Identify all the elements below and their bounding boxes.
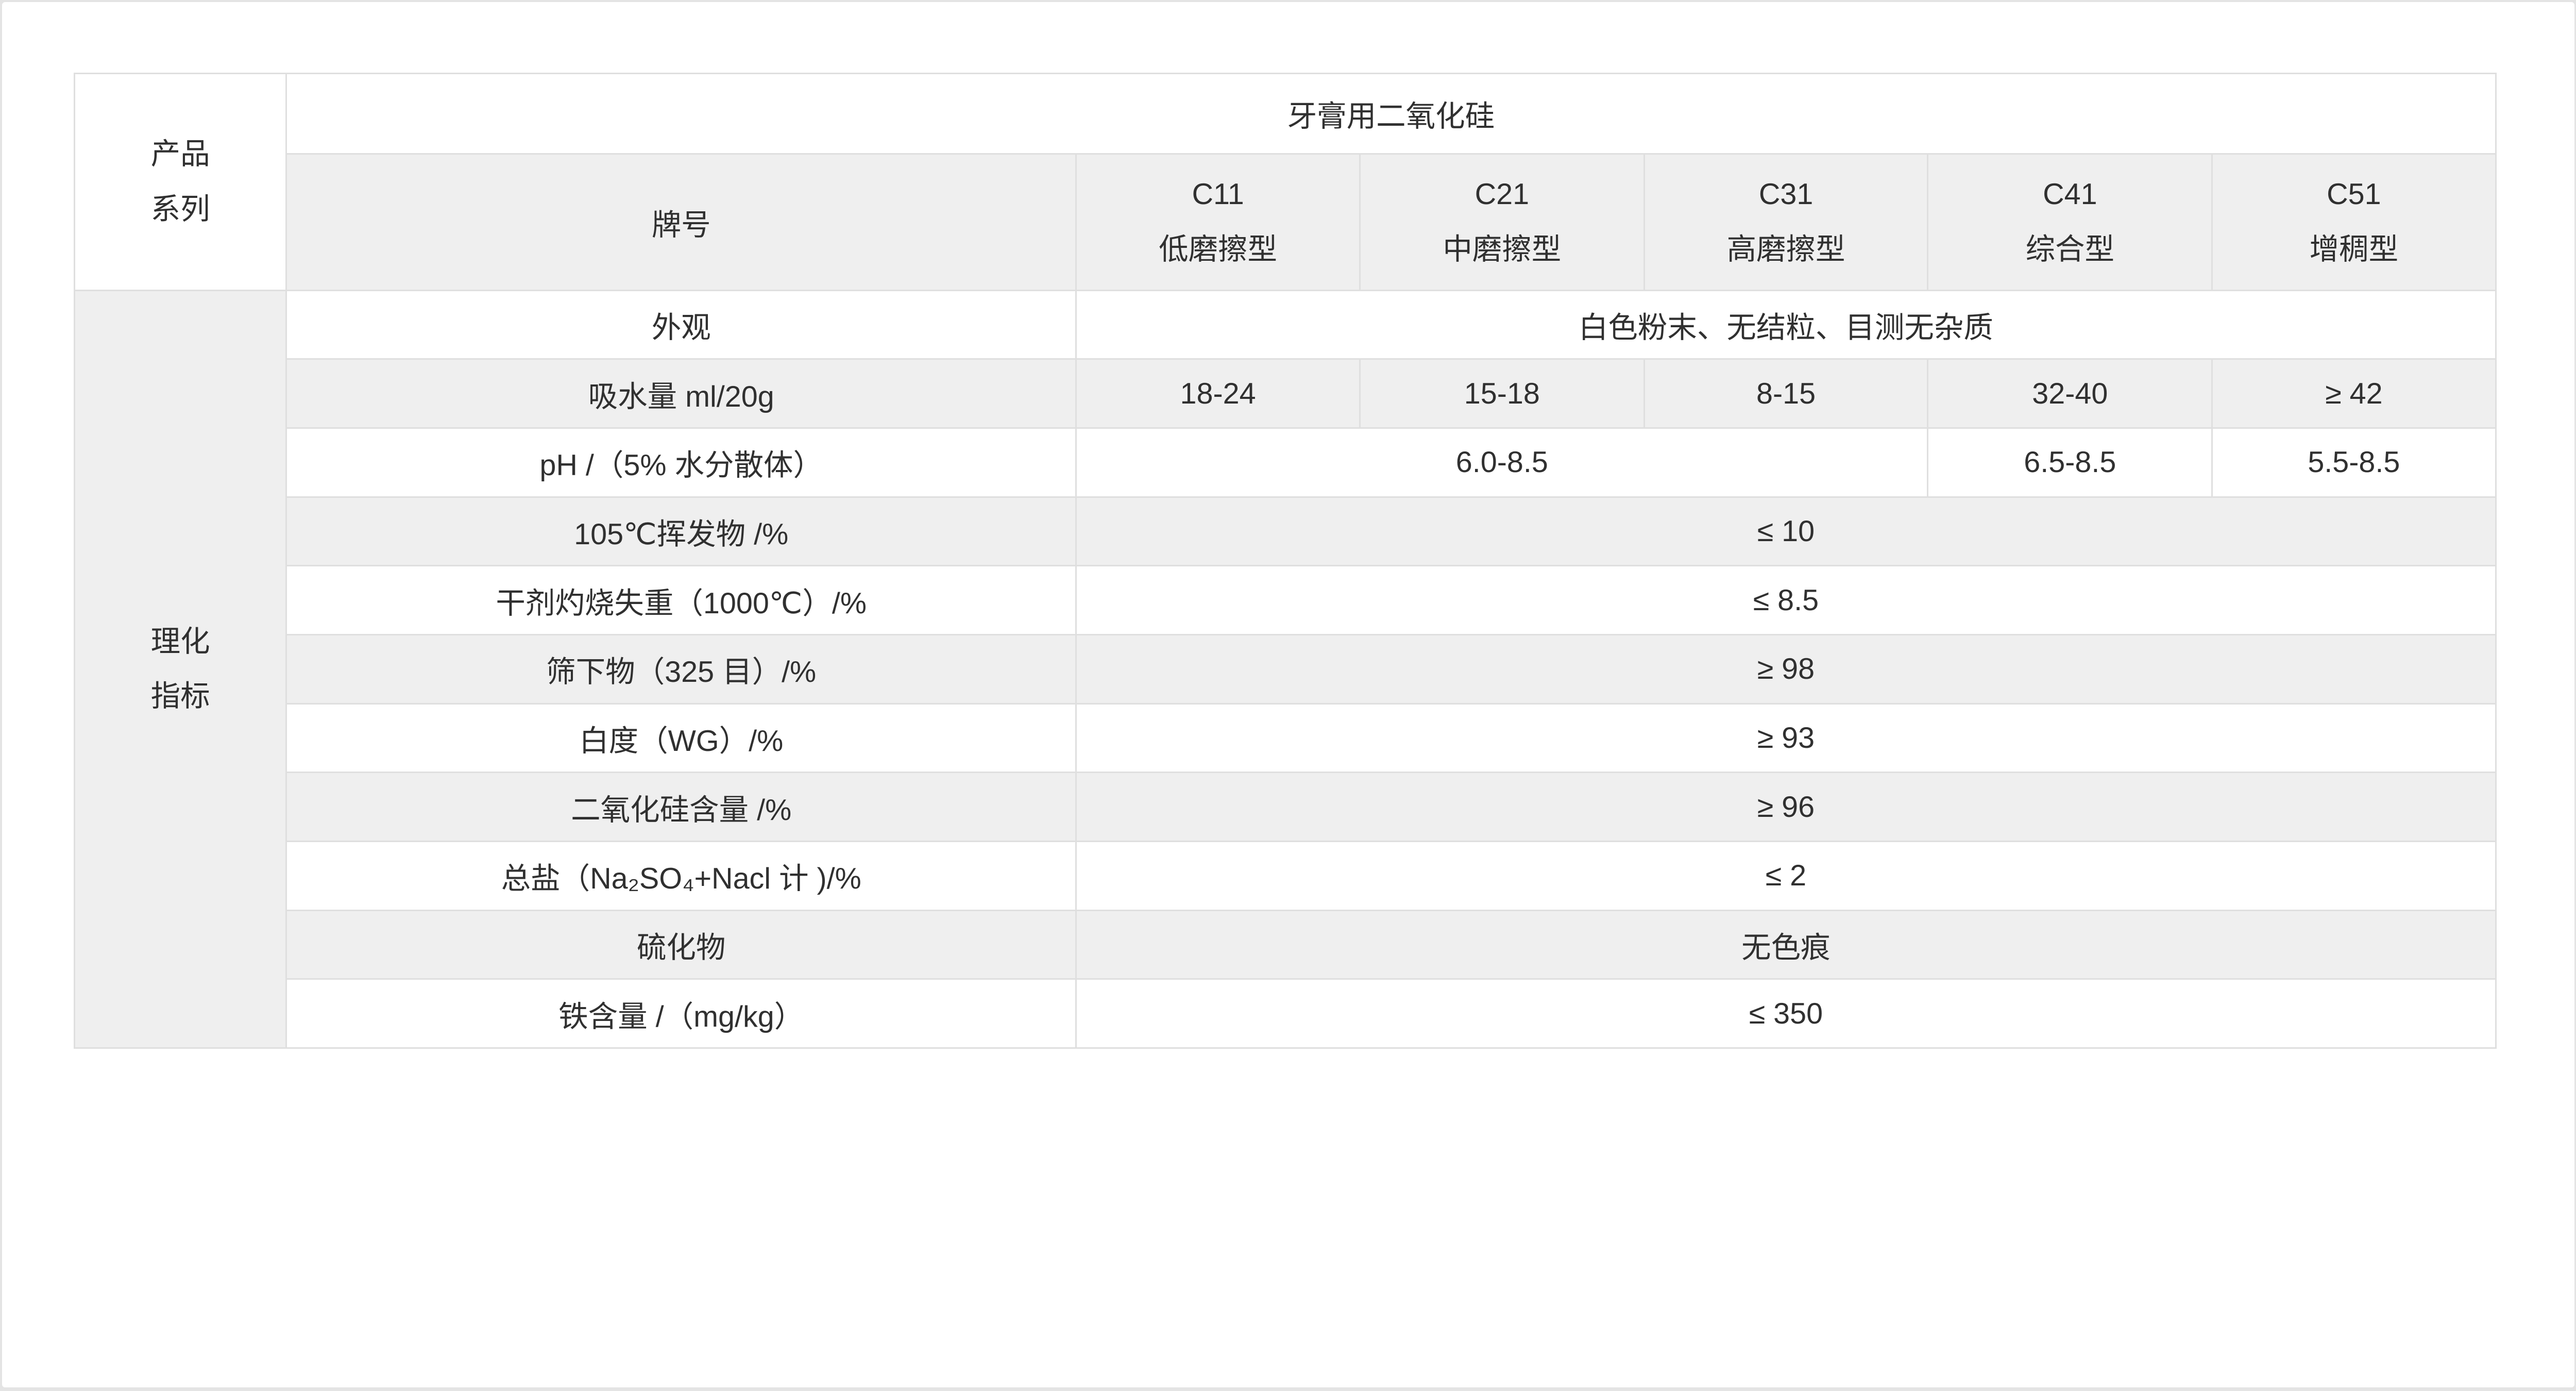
spec-value-ph-c11-c31: 6.0-8.5 bbox=[1075, 427, 1929, 498]
row-group-product-series: 产品 系列 bbox=[73, 72, 287, 291]
spec-value-water-absorption-c41: 32-40 bbox=[1927, 358, 2213, 429]
spec-value-water-absorption-c51: ≥ 42 bbox=[2211, 358, 2497, 429]
spec-label-iron-content: 铁含量 /（mg/kg） bbox=[285, 978, 1077, 1049]
spec-label-water-absorption: 吸水量 ml/20g bbox=[285, 358, 1077, 429]
spec-value-ph-c41: 6.5-8.5 bbox=[1927, 427, 2213, 498]
spec-value-appearance: 白色粉末、无结粒、目测无杂质 bbox=[1075, 289, 2497, 360]
spec-label-appearance: 外观 bbox=[285, 289, 1077, 360]
brand-c11: C11 低磨擦型 bbox=[1075, 153, 1361, 291]
spec-value-whiteness: ≥ 93 bbox=[1075, 702, 2497, 774]
spec-value-water-absorption-c21: 15-18 bbox=[1359, 358, 1645, 429]
spec-value-water-absorption-c31: 8-15 bbox=[1643, 358, 1929, 429]
brand-c21: C21 中磨擦型 bbox=[1359, 153, 1645, 291]
spec-label-total-salt: 总盐（Na₂SO₄+Nacl 计 )/% bbox=[285, 841, 1077, 911]
spec-label-sulfide: 硫化物 bbox=[285, 909, 1077, 980]
brand-c31: C31 高磨擦型 bbox=[1643, 153, 1929, 291]
brand-c41: C41 综合型 bbox=[1927, 153, 2213, 291]
spec-value-silica-content: ≥ 96 bbox=[1075, 772, 2497, 842]
brand-header-label: 牌号 bbox=[285, 153, 1077, 291]
product-spec-table: 产品 系列 牙膏用二氧化硅 牌号 C11 低磨擦型 C21 中磨擦型 C31 高… bbox=[73, 72, 2497, 1049]
table-title: 牙膏用二氧化硅 bbox=[285, 72, 2497, 155]
spec-value-water-absorption-c11: 18-24 bbox=[1075, 358, 1361, 429]
spec-value-ph-c51: 5.5-8.5 bbox=[2211, 427, 2497, 498]
spec-value-ignition-loss: ≤ 8.5 bbox=[1075, 565, 2497, 635]
spec-value-sulfide: 无色痕 bbox=[1075, 909, 2497, 980]
brand-c51: C51 增稠型 bbox=[2211, 153, 2497, 291]
spec-value-sieve-residue: ≥ 98 bbox=[1075, 633, 2497, 705]
spec-label-sieve-residue: 筛下物（325 目）/% bbox=[285, 633, 1077, 705]
spec-label-volatiles-105c: 105℃挥发物 /% bbox=[285, 496, 1077, 567]
spec-label-ph: pH /（5% 水分散体） bbox=[285, 427, 1077, 498]
spec-value-iron-content: ≤ 350 bbox=[1075, 978, 2497, 1049]
spec-label-ignition-loss: 干剂灼烧失重（1000℃）/% bbox=[285, 565, 1077, 635]
spec-value-volatiles-105c: ≤ 10 bbox=[1075, 496, 2497, 567]
spec-label-silica-content: 二氧化硅含量 /% bbox=[285, 772, 1077, 842]
spec-label-whiteness: 白度（WG）/% bbox=[285, 702, 1077, 774]
row-group-physchem: 理化 指标 bbox=[73, 289, 287, 1049]
spec-value-total-salt: ≤ 2 bbox=[1075, 841, 2497, 911]
